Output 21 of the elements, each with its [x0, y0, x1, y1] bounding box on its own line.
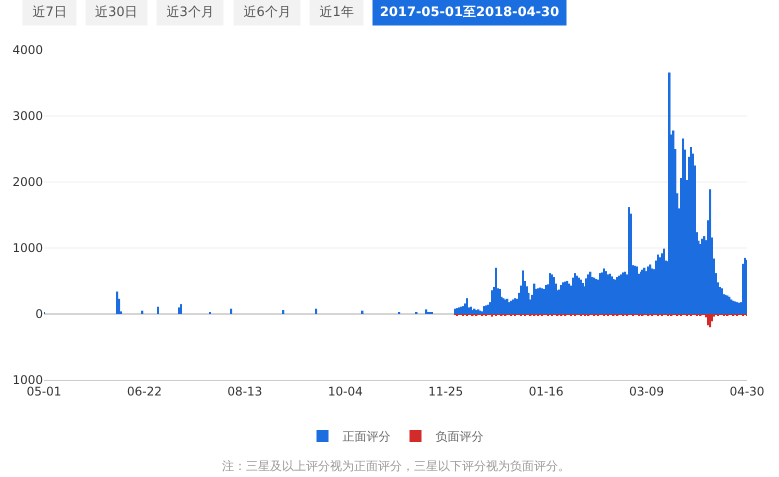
y-tick-label: 4000	[12, 43, 43, 58]
y-tick-label: 1000	[12, 241, 43, 256]
x-tick-label: 04-30	[730, 384, 764, 398]
x-tick-label: 10-04	[328, 384, 363, 398]
text: 2017-05-01至2018-04-30	[380, 5, 560, 20]
text: 近30日	[95, 5, 138, 20]
y-tick-label: 2000	[12, 175, 43, 190]
legend-label: 负面评分	[436, 430, 484, 444]
x-tick-label: 08-13	[227, 384, 262, 398]
legend-label: 正面评分	[342, 430, 390, 444]
text: 注：三星及以上评分视为正面评分，三星以下评分视为负面评分。	[222, 459, 570, 473]
text: 近1年	[320, 5, 354, 20]
x-tick-label: 11-25	[428, 384, 464, 398]
x-tick-label: 03-09	[629, 384, 664, 398]
y-tick-label: 3000	[12, 109, 43, 124]
text: 近6个月	[244, 5, 291, 20]
y-tick-label: 0	[35, 307, 43, 322]
x-tick-label: 06-22	[126, 384, 162, 398]
text: 近7日	[32, 5, 67, 20]
text: 近3个月	[166, 5, 214, 20]
x-tick-label: 01-16	[528, 384, 564, 398]
